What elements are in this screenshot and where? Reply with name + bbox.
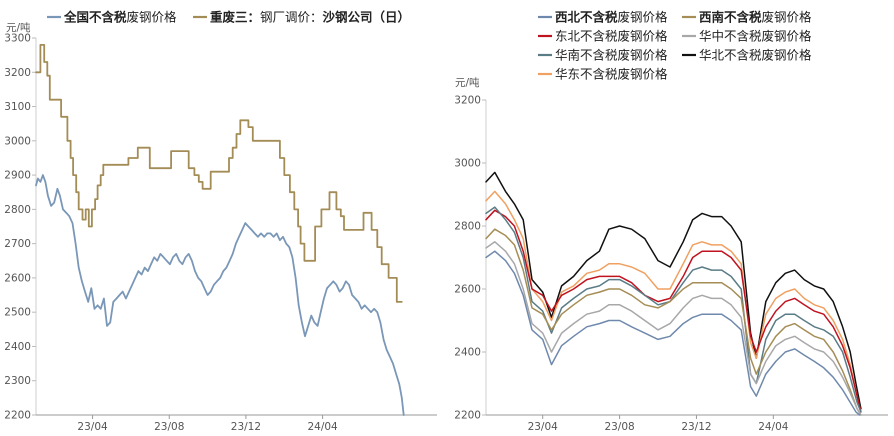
left-legend-text-2: 钢厂调价： <box>260 10 323 25</box>
left-y-tick-label: 2500 <box>4 307 31 319</box>
right-series-line-7 <box>485 250 861 416</box>
right-y-tick-label: 2600 <box>454 284 481 296</box>
right-legend-text-3: 东北不含税废钢价格 <box>555 29 668 44</box>
left-series-line-1 <box>35 174 405 416</box>
right-series-line-1 <box>485 171 862 410</box>
left-series-lines <box>35 44 405 416</box>
right-x-tick-label: 23/08 <box>604 421 634 432</box>
left-x-tick-label: 23/12 <box>231 421 261 432</box>
left-y-tick-label: 2600 <box>4 272 31 284</box>
svg-text:西北不含税废钢价格: 西北不含税废钢价格 <box>555 10 668 25</box>
svg-text:重废三：钢厂调价：沙钢公司（日）: 重废三：钢厂调价：沙钢公司（日） <box>210 10 410 25</box>
left-y-tick-label: 2700 <box>4 238 31 250</box>
left-chart: 元/吨 全国不含税废钢价格 重废三：钢厂调价：沙钢公司（日） 220023002… <box>4 10 437 433</box>
left-y-tick-label: 2400 <box>4 341 31 353</box>
right-legend-item-3: 东北不含税废钢价格 <box>538 29 668 44</box>
right-series-line-2 <box>485 190 862 413</box>
left-y-tick-label: 3300 <box>4 33 31 45</box>
left-legend-item-2: 重废三：钢厂调价：沙钢公司（日） <box>193 10 410 25</box>
right-legend-text-4: 华中不含税废钢价格 <box>699 29 812 44</box>
right-legend-text-7: 华东不含税废钢价格 <box>555 67 668 82</box>
left-y-tick-label: 2200 <box>4 410 31 422</box>
left-y-unit: 元/吨 <box>6 21 31 34</box>
right-y-tick-label: 2400 <box>454 347 481 359</box>
left-series-line-2 <box>35 44 403 303</box>
right-legend-text-5: 华南不含税废钢价格 <box>555 48 668 63</box>
right-x-tick-label: 23/04 <box>528 421 559 432</box>
right-series-line-5 <box>485 228 862 416</box>
left-y-tick-label: 3200 <box>4 67 31 79</box>
right-y-tick-label: 2800 <box>454 221 481 233</box>
right-series-line-6 <box>485 241 862 416</box>
right-y-tick-labels: 2200 2400 2600 2800 3000 3200 <box>454 95 486 422</box>
left-legend-item-1: 全国不含税废钢价格 <box>47 10 177 25</box>
right-series-line-3 <box>485 209 862 413</box>
right-x-tick-labels: 23/04 23/08 23/12 24/04 <box>528 415 789 433</box>
left-x-tick-label: 24/04 <box>307 421 338 432</box>
right-legend-item-6: 华北不含税废钢价格 <box>682 48 812 63</box>
right-y-tick-label: 3200 <box>454 95 481 107</box>
left-y-tick-labels: 2200 2300 2400 2500 2600 2700 2800 2900 3000 3100… <box>4 33 36 422</box>
right-legend-item-4: 华中不含税废钢价格 <box>682 29 812 44</box>
right-y-tick-label: 2200 <box>454 410 481 422</box>
right-legend-item-7: 华东不含税废钢价格 <box>538 67 668 82</box>
left-x-tick-label: 23/08 <box>154 421 184 432</box>
left-y-tick-label: 3000 <box>4 135 31 147</box>
right-legend-item-2: 西南不含税废钢价格 <box>682 10 812 25</box>
left-y-tick-label: 2800 <box>4 204 31 216</box>
left-legend: 全国不含税废钢价格 重废三：钢厂调价：沙钢公司（日） <box>47 10 410 25</box>
right-legend-bold-2: 西南不含税 <box>699 10 762 25</box>
left-legend-text-1: 废钢价格 <box>127 10 178 25</box>
right-chart: 元/吨 西北不含税废钢价格 西南不含税废钢价格 东北不含税废钢价格 华中不含税废… <box>454 10 888 433</box>
left-legend-bold-2: 重废三： <box>210 10 260 25</box>
left-y-tick-label: 3100 <box>4 101 31 113</box>
right-series-lines <box>485 171 862 416</box>
right-legend-text-6: 华北不含税废钢价格 <box>699 48 812 63</box>
right-series-line-4 <box>485 206 862 413</box>
right-legend-item-5: 华南不含税废钢价格 <box>538 48 668 63</box>
svg-text:西南不含税废钢价格: 西南不含税废钢价格 <box>699 10 812 25</box>
left-y-tick-label: 2900 <box>4 170 31 182</box>
right-y-tick-label: 3000 <box>454 158 481 170</box>
left-x-tick-label: 23/04 <box>77 421 108 432</box>
left-legend-bold-1: 全国不含税 <box>63 10 127 25</box>
svg-text:全国不含税废钢价格: 全国不含税废钢价格 <box>63 10 177 25</box>
right-x-tick-label: 24/04 <box>758 421 789 432</box>
right-legend-bold-1: 西北不含税 <box>555 10 618 25</box>
right-legend: 西北不含税废钢价格 西南不含税废钢价格 东北不含税废钢价格 华中不含税废钢价格 … <box>538 10 812 82</box>
left-legend-bold-2b: 沙钢公司（日） <box>323 10 411 25</box>
right-legend-text-2: 废钢价格 <box>762 10 813 25</box>
right-legend-text-1: 废钢价格 <box>618 10 669 25</box>
left-x-tick-labels: 23/04 23/08 23/12 24/04 <box>77 415 338 433</box>
right-y-unit: 元/吨 <box>455 76 480 89</box>
right-x-tick-label: 23/12 <box>681 421 711 432</box>
left-y-tick-label: 2300 <box>4 375 31 387</box>
right-legend-item-1: 西北不含税废钢价格 <box>538 10 668 25</box>
